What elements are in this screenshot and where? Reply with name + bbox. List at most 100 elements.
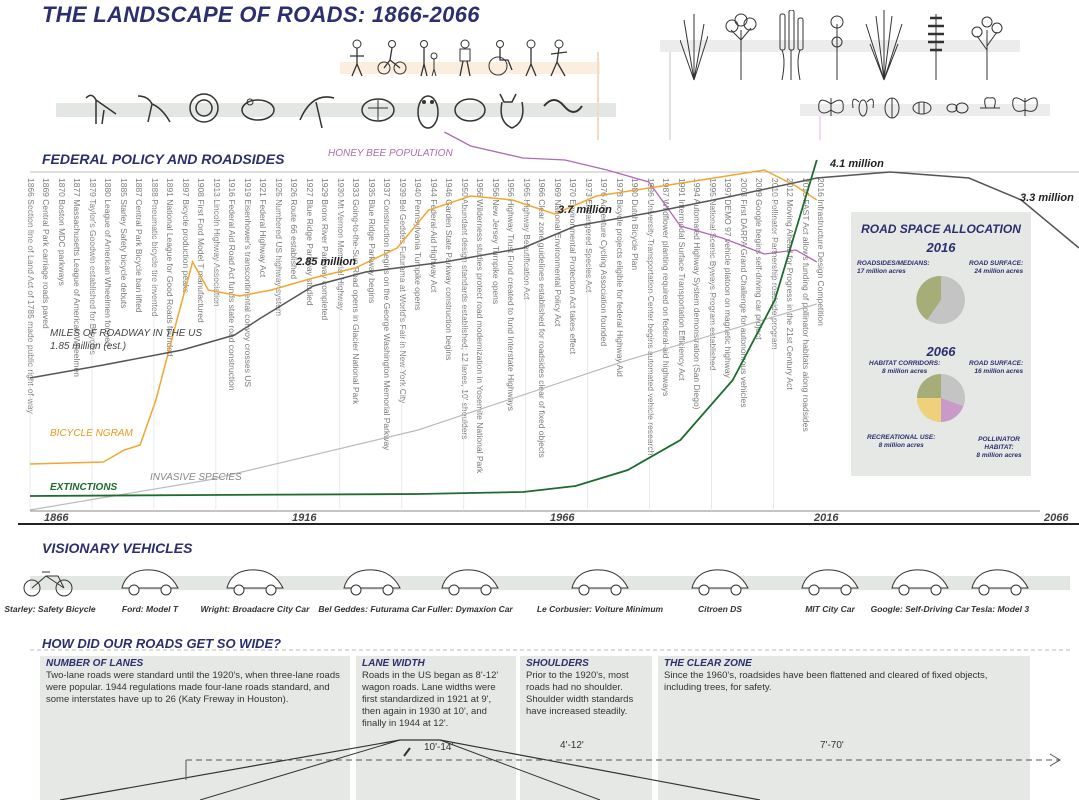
roadway-2066-value: 3.3 million xyxy=(1020,192,1074,204)
section-visionary-vehicles: VISIONARY VEHICLES xyxy=(42,540,193,556)
vehicle-name: Ford: Model T xyxy=(121,604,179,614)
series-extinctions-line xyxy=(29,159,818,497)
pie-2066-label-b: ROAD SURFACE: 16 million acres xyxy=(969,360,1024,375)
axis-year-1916: 1916 xyxy=(292,512,317,524)
series-invasive-line xyxy=(29,303,817,511)
pie-2016 xyxy=(916,275,965,324)
axis-year-2066: 2066 xyxy=(1044,512,1069,524)
road-space-panel: ROAD SPACE ALLOCATION 2016 ROADSIDES/MED… xyxy=(851,212,1031,476)
walker-icon xyxy=(525,39,537,77)
section-federal-policy: FEDERAL POLICY AND ROADSIDES xyxy=(42,151,285,167)
pie-2066-habitat xyxy=(917,374,941,398)
grass-plant-icon xyxy=(680,14,708,81)
series-bees-line xyxy=(444,131,818,263)
vehicle-item: Citroen DS xyxy=(670,562,770,622)
series-bees-label: HONEY BEE POPULATION xyxy=(328,148,453,159)
hawk-icon xyxy=(137,95,171,123)
width-dimension: 10'-14' xyxy=(424,742,454,753)
salamander-icon xyxy=(543,99,583,113)
roads-divider xyxy=(30,649,1070,651)
roadway-1970-value: 3.7 million xyxy=(558,204,612,216)
blazing-star-plant-icon xyxy=(779,10,804,81)
center-dash xyxy=(403,747,411,757)
vehicle-name: Le Corbusier: Voiture Minimum xyxy=(536,604,664,614)
vehicle-item: Bel Geddes: Futurama Car xyxy=(318,562,426,622)
cyclist-icon xyxy=(377,40,407,75)
series-roadway-label: MILES OF ROADWAY IN THE US xyxy=(50,328,203,339)
insect-band xyxy=(800,104,1050,116)
shoulder-dimension: 4'-12' xyxy=(560,740,584,751)
vehicle-item: Starley: Safety Bicycle xyxy=(0,562,100,622)
vehicle-item: Wright: Broadacre City Car xyxy=(201,562,309,622)
page-title: THE LANDSCAPE OF ROADS: 1866-2066 xyxy=(42,2,480,27)
road-arrow xyxy=(1049,753,1061,767)
vehicle-icon xyxy=(343,569,401,596)
vehicle-item: Google: Self-Driving Car xyxy=(870,562,970,622)
fox-icon xyxy=(499,93,524,129)
road-space-title: ROAD SPACE ALLOCATION xyxy=(861,222,1021,236)
vehicle-name: Starley: Safety Bicycle xyxy=(4,604,96,614)
pedestrian-icon xyxy=(350,39,364,77)
timeline-chart xyxy=(18,131,1079,525)
lanes-title: NUMBER OF LANES xyxy=(46,658,144,669)
pie-2066-label-a: HABITAT CORRIDORS: 8 million acres xyxy=(869,360,941,375)
vehicle-name: Bel Geddes: Futurama Car xyxy=(318,604,426,614)
pie-2066 xyxy=(917,374,965,422)
yarrow-plant-icon xyxy=(725,13,757,80)
vehicle-icon xyxy=(801,569,859,596)
axis-year-2016: 2016 xyxy=(814,512,839,524)
series-bicycle-label: BICYCLE NGRAM xyxy=(50,428,133,439)
vehicle-icon xyxy=(891,569,949,596)
pie-2066-pollinator xyxy=(941,398,963,422)
eagle-icon xyxy=(299,96,335,129)
vehicle-item: Ford: Model T xyxy=(100,562,200,622)
vehicle-name: Citroen DS xyxy=(698,604,742,614)
wheelchair-icon xyxy=(488,40,513,76)
width-text: Roads in the US began as 8'-12' wagon ro… xyxy=(362,670,499,729)
toad-icon xyxy=(454,98,486,122)
jogger-icon xyxy=(550,39,568,77)
vehicle-name: MIT City Car xyxy=(805,604,855,614)
lanes-text: Two-lane roads were standard until the 1… xyxy=(46,670,340,705)
series-roadway-line xyxy=(29,171,1079,379)
axis-year-1966: 1966 xyxy=(550,512,575,524)
bee-icon xyxy=(912,101,932,115)
pie-2016-roadside xyxy=(916,275,941,320)
beetle-icon xyxy=(884,97,900,119)
vehicle-item: Fuller: Dymaxion Car xyxy=(420,562,520,622)
roadway-2016-value: 4.1 million xyxy=(830,158,884,170)
series-bicycle-line xyxy=(29,169,818,465)
vehicle-name: Tesla: Model 3 xyxy=(970,604,1030,614)
pie-2066-label-d: POLLINATOR HABITAT: 8 million acres xyxy=(976,436,1022,459)
pie-2016-label-b: ROAD SURFACE: 24 million acres xyxy=(969,260,1024,275)
lupine-plant-icon xyxy=(928,14,944,80)
aster-plant-icon xyxy=(971,16,1003,80)
width-box: LANE WIDTH Roads in the US began as 8'-1… xyxy=(356,656,516,800)
vehicle-name: Wright: Broadacre City Car xyxy=(200,604,310,614)
vehicle-item: Tesla: Model 3 xyxy=(950,562,1050,622)
vehicle-icon xyxy=(971,569,1029,596)
heron-icon xyxy=(85,94,117,125)
road-right-lane xyxy=(439,739,601,800)
vehicle-item: MIT City Car xyxy=(780,562,880,622)
snake-icon xyxy=(189,93,219,123)
hiker-icon xyxy=(459,39,471,77)
clear-zone-title: THE CLEAR ZONE xyxy=(664,658,752,669)
series-extinctions-label: EXTINCTIONS xyxy=(50,482,118,493)
clear-zone-dimension: 7'-70' xyxy=(820,740,844,751)
shoulders-title: SHOULDERS xyxy=(526,658,589,669)
pie-2066-label-c: RECREATIONAL USE: 8 million acres xyxy=(867,434,936,449)
butterfly-icon xyxy=(1012,97,1038,116)
width-title: LANE WIDTH xyxy=(362,658,425,669)
vehicle-icon xyxy=(571,569,629,596)
policy-gridlines xyxy=(29,178,774,511)
owl-icon xyxy=(417,95,439,129)
vehicle-item: Le Corbusier: Voiture Minimum xyxy=(537,562,663,622)
bergamot-plant-icon xyxy=(830,15,844,80)
vehicle-icon xyxy=(121,569,179,596)
turtle-icon xyxy=(361,98,395,122)
shoulders-text: Prior to the 1920's, most roads had no s… xyxy=(526,670,634,717)
vehicle-icon xyxy=(226,569,284,596)
clear-zone-text: Since the 1960's, roadsides have been fl… xyxy=(664,670,988,693)
series-invasive-label: INVASIVE SPECIES xyxy=(150,472,242,483)
